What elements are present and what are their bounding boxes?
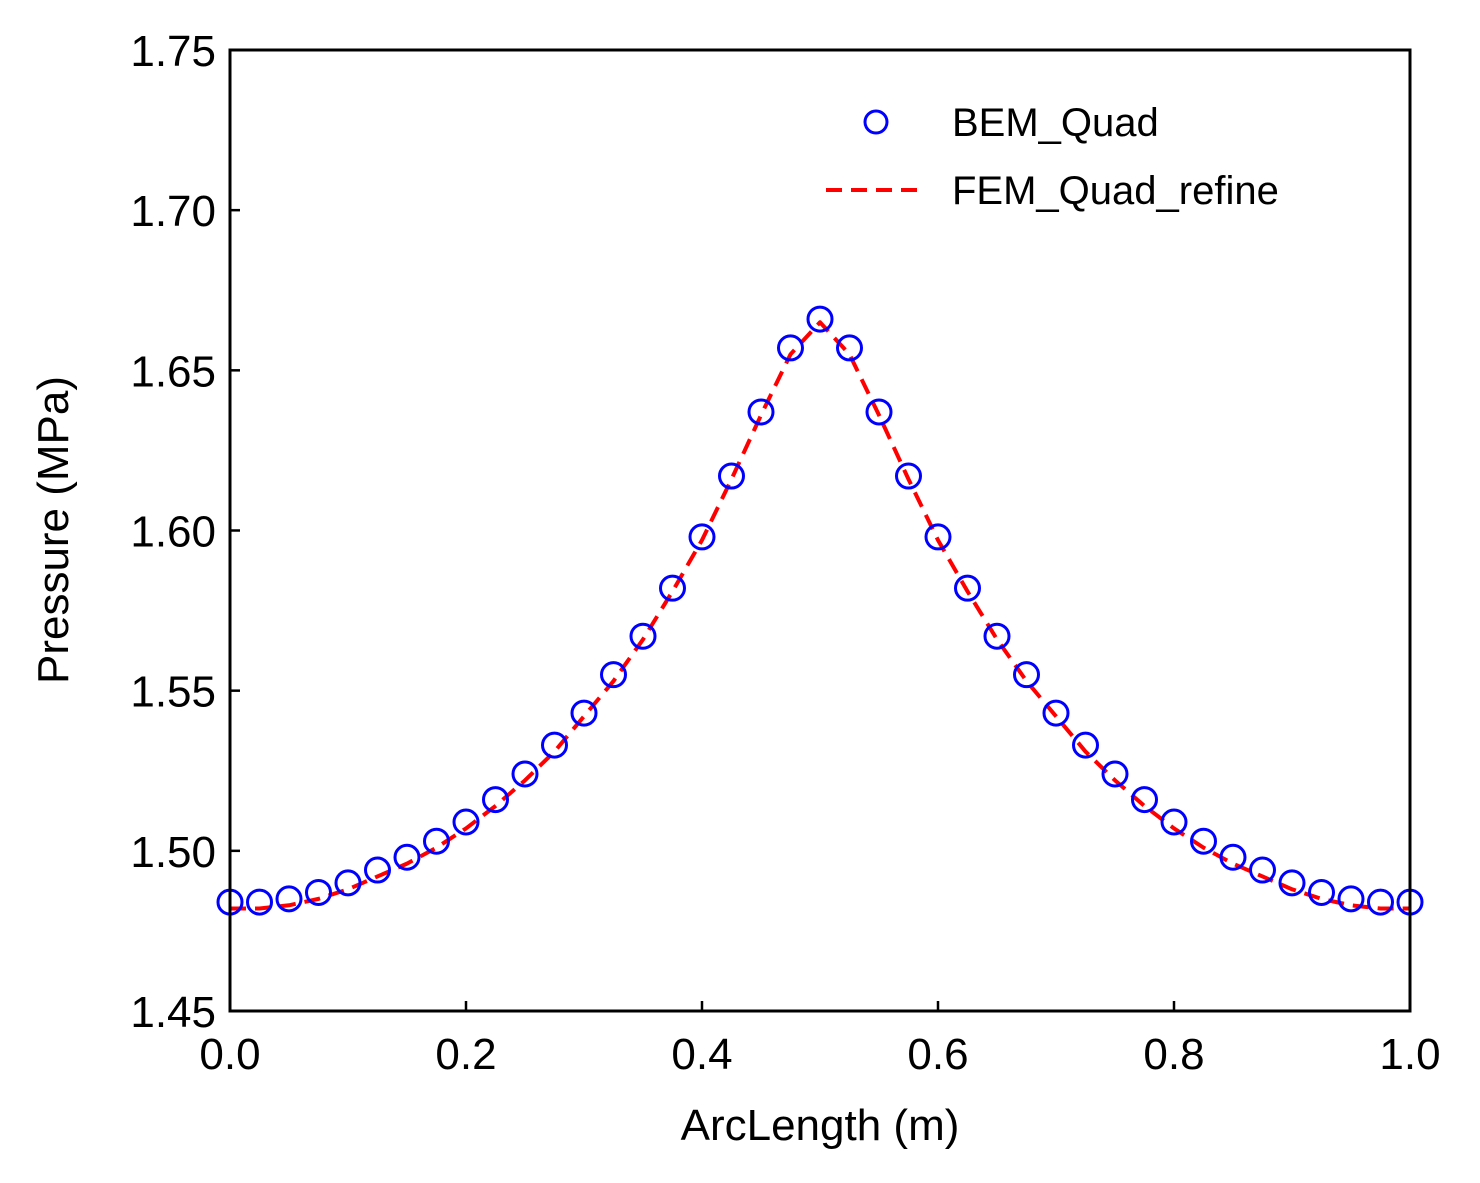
- x-tick-label: 0.8: [1143, 1030, 1204, 1079]
- data-point-bem-quad: [1042, 699, 1070, 727]
- data-point-bem-quad: [364, 856, 391, 884]
- data-point-bem-quad: [629, 622, 657, 650]
- data-point-bem-quad: [924, 523, 952, 551]
- data-point-bem-quad: [1367, 888, 1394, 916]
- legend-label-fem-quad-refine: FEM_Quad_refine: [952, 169, 1279, 213]
- data-point-bem-quad: [718, 462, 745, 490]
- y-tick-label: 1.55: [130, 668, 216, 717]
- series-line-fem-quad-refine: [230, 320, 1410, 911]
- data-point-bem-quad: [1013, 661, 1040, 689]
- data-point-bem-quad: [688, 523, 716, 551]
- legend-label-bem-quad: BEM_Quad: [952, 101, 1159, 145]
- data-point-bem-quad: [659, 574, 686, 602]
- data-point-bem-quad: [865, 398, 893, 426]
- y-tick-label: 1.45: [130, 988, 216, 1037]
- y-axis-label: Pressure (MPa): [29, 376, 78, 684]
- data-point-bem-quad: [482, 786, 509, 814]
- data-point-bem-quad: [305, 878, 332, 906]
- data-point-bem-quad: [747, 398, 775, 426]
- y-tick-label: 1.75: [130, 27, 216, 76]
- data-point-bem-quad: [1101, 760, 1129, 788]
- data-point-bem-quad: [452, 808, 480, 836]
- data-point-bem-quad: [246, 888, 273, 916]
- x-tick-label: 0.0: [199, 1030, 260, 1079]
- data-point-bem-quad: [423, 827, 450, 855]
- data-point-bem-quad: [1278, 869, 1306, 897]
- y-tick-label: 1.70: [130, 187, 216, 236]
- data-point-bem-quad: [1219, 843, 1247, 871]
- x-tick-label: 1.0: [1379, 1030, 1440, 1079]
- legend-marker-bem-quad: [863, 109, 889, 135]
- data-point-bem-quad: [570, 699, 598, 727]
- x-tick-label: 0.6: [907, 1030, 968, 1079]
- axis-ticks: 0.0 0.2 0.4 0.6 0.8 1.0 1.45 1.50 1.55 1.60 1.65 1.…: [130, 27, 1440, 1079]
- y-tick-label: 1.60: [130, 508, 216, 557]
- data-point-bem-quad: [1308, 878, 1335, 906]
- data-point-bem-quad: [983, 622, 1011, 650]
- data-point-bem-quad: [1190, 827, 1217, 855]
- data-point-bem-quad: [1337, 885, 1365, 913]
- plot-frame: [228, 48, 1412, 1013]
- data-point-bem-quad: [275, 885, 303, 913]
- x-tick-label: 0.4: [671, 1030, 732, 1079]
- y-tick-label: 1.50: [130, 828, 216, 877]
- data-point-bem-quad: [511, 760, 539, 788]
- data-point-bem-quad: [895, 462, 922, 490]
- data-point-bem-quad: [1072, 731, 1099, 759]
- series-layer: [216, 305, 1424, 916]
- data-point-bem-quad: [1249, 856, 1276, 884]
- data-point-bem-quad: [1160, 808, 1188, 836]
- data-point-bem-quad: [600, 661, 627, 689]
- data-point-bem-quad: [334, 869, 362, 897]
- data-point-bem-quad: [393, 843, 421, 871]
- data-point-bem-quad: [836, 334, 863, 362]
- data-point-bem-quad: [777, 334, 804, 362]
- data-point-bem-quad: [954, 574, 981, 602]
- data-point-bem-quad: [541, 731, 568, 759]
- data-point-bem-quad: [806, 305, 834, 333]
- data-point-bem-quad: [1131, 786, 1158, 814]
- x-tick-label: 0.2: [435, 1030, 496, 1079]
- y-tick-label: 1.65: [130, 347, 216, 396]
- legend: BEM_Quad FEM_Quad_refine: [826, 101, 1279, 213]
- x-axis-label: ArcLength (m): [681, 1101, 960, 1150]
